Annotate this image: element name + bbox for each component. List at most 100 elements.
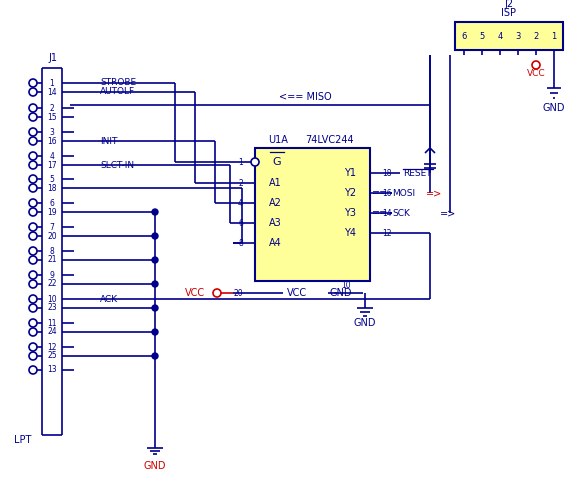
Text: 8: 8 bbox=[238, 239, 243, 248]
Text: 13: 13 bbox=[47, 366, 57, 374]
Circle shape bbox=[29, 247, 37, 255]
Text: 7: 7 bbox=[49, 222, 55, 231]
Circle shape bbox=[29, 113, 37, 121]
Text: 21: 21 bbox=[47, 256, 57, 264]
Text: A4: A4 bbox=[269, 238, 281, 248]
Text: 3: 3 bbox=[515, 32, 521, 41]
Circle shape bbox=[251, 158, 259, 166]
Text: STROBE: STROBE bbox=[100, 77, 136, 87]
Text: GND: GND bbox=[144, 461, 166, 471]
Text: 11: 11 bbox=[47, 318, 57, 327]
Circle shape bbox=[29, 161, 37, 169]
Text: 20: 20 bbox=[233, 289, 243, 297]
Text: 1: 1 bbox=[49, 78, 55, 87]
Circle shape bbox=[29, 280, 37, 288]
Text: GND: GND bbox=[330, 288, 352, 298]
Text: Y2: Y2 bbox=[344, 188, 356, 198]
Text: 4: 4 bbox=[238, 198, 243, 207]
Text: GND: GND bbox=[543, 103, 565, 113]
Text: 1: 1 bbox=[238, 157, 243, 166]
Text: Y4: Y4 bbox=[344, 228, 356, 238]
Text: Y1: Y1 bbox=[344, 168, 356, 178]
Text: 4: 4 bbox=[49, 152, 55, 161]
Text: 18: 18 bbox=[47, 184, 57, 193]
Text: SLCT-IN: SLCT-IN bbox=[100, 161, 134, 170]
Text: J1: J1 bbox=[48, 53, 57, 63]
Text: VCC: VCC bbox=[527, 68, 545, 77]
Text: 20: 20 bbox=[47, 231, 57, 240]
Text: 3: 3 bbox=[49, 128, 55, 137]
Text: ISP: ISP bbox=[501, 8, 516, 18]
Circle shape bbox=[29, 88, 37, 96]
Text: 17: 17 bbox=[47, 161, 57, 170]
Text: 23: 23 bbox=[47, 304, 57, 313]
Text: 8: 8 bbox=[49, 247, 55, 256]
Text: 14: 14 bbox=[47, 87, 57, 97]
Text: ==: == bbox=[372, 208, 388, 218]
Text: 2: 2 bbox=[49, 104, 55, 112]
Circle shape bbox=[152, 353, 158, 359]
Text: 14: 14 bbox=[382, 208, 392, 217]
Text: J2: J2 bbox=[504, 0, 513, 9]
Text: =>: => bbox=[426, 188, 442, 198]
Circle shape bbox=[29, 223, 37, 231]
Text: 2: 2 bbox=[534, 32, 539, 41]
Text: 5: 5 bbox=[480, 32, 485, 41]
Text: SCK: SCK bbox=[392, 208, 410, 217]
Circle shape bbox=[29, 137, 37, 145]
Text: VCC: VCC bbox=[185, 288, 205, 298]
Circle shape bbox=[29, 328, 37, 336]
Circle shape bbox=[29, 175, 37, 183]
Circle shape bbox=[29, 271, 37, 279]
Text: 9: 9 bbox=[49, 271, 55, 280]
Circle shape bbox=[29, 208, 37, 216]
Circle shape bbox=[152, 233, 158, 239]
Circle shape bbox=[29, 304, 37, 312]
Circle shape bbox=[152, 281, 158, 287]
Text: 1: 1 bbox=[551, 32, 557, 41]
Circle shape bbox=[29, 104, 37, 112]
Text: 15: 15 bbox=[47, 112, 57, 121]
Circle shape bbox=[29, 79, 37, 87]
Circle shape bbox=[213, 289, 221, 297]
Circle shape bbox=[152, 305, 158, 311]
Circle shape bbox=[29, 152, 37, 160]
Text: AUTOLF: AUTOLF bbox=[100, 87, 135, 96]
Text: GND: GND bbox=[354, 318, 376, 328]
Text: 12: 12 bbox=[47, 343, 57, 351]
Text: 19: 19 bbox=[47, 207, 57, 217]
Circle shape bbox=[29, 319, 37, 327]
Text: Y3: Y3 bbox=[344, 208, 356, 218]
Text: 12: 12 bbox=[382, 228, 392, 238]
Text: VCC: VCC bbox=[287, 288, 307, 298]
Text: ==: == bbox=[372, 188, 388, 198]
Text: 24: 24 bbox=[47, 327, 57, 337]
Text: 5: 5 bbox=[49, 174, 55, 184]
Text: =>: => bbox=[440, 208, 456, 218]
Circle shape bbox=[152, 257, 158, 263]
Text: 10: 10 bbox=[341, 281, 351, 290]
Text: LPT: LPT bbox=[14, 435, 32, 445]
Text: 6: 6 bbox=[238, 218, 243, 228]
Circle shape bbox=[29, 295, 37, 303]
Circle shape bbox=[29, 128, 37, 136]
Text: RESET: RESET bbox=[403, 169, 432, 177]
Text: <== MISO: <== MISO bbox=[279, 92, 331, 102]
Text: 25: 25 bbox=[47, 351, 57, 360]
Text: 22: 22 bbox=[47, 280, 57, 289]
Text: G: G bbox=[273, 157, 281, 167]
Circle shape bbox=[152, 329, 158, 335]
Circle shape bbox=[29, 343, 37, 351]
Text: 74LVC244: 74LVC244 bbox=[305, 135, 354, 145]
Circle shape bbox=[29, 199, 37, 207]
Circle shape bbox=[29, 352, 37, 360]
Text: INIT: INIT bbox=[100, 137, 117, 145]
Text: ACK: ACK bbox=[100, 294, 118, 304]
Bar bbox=[455, 22, 563, 50]
Text: 16: 16 bbox=[382, 188, 392, 197]
Bar bbox=[255, 148, 370, 281]
Text: 2: 2 bbox=[238, 178, 243, 187]
Circle shape bbox=[29, 232, 37, 240]
Text: 10: 10 bbox=[47, 294, 57, 304]
Text: 6: 6 bbox=[461, 32, 467, 41]
